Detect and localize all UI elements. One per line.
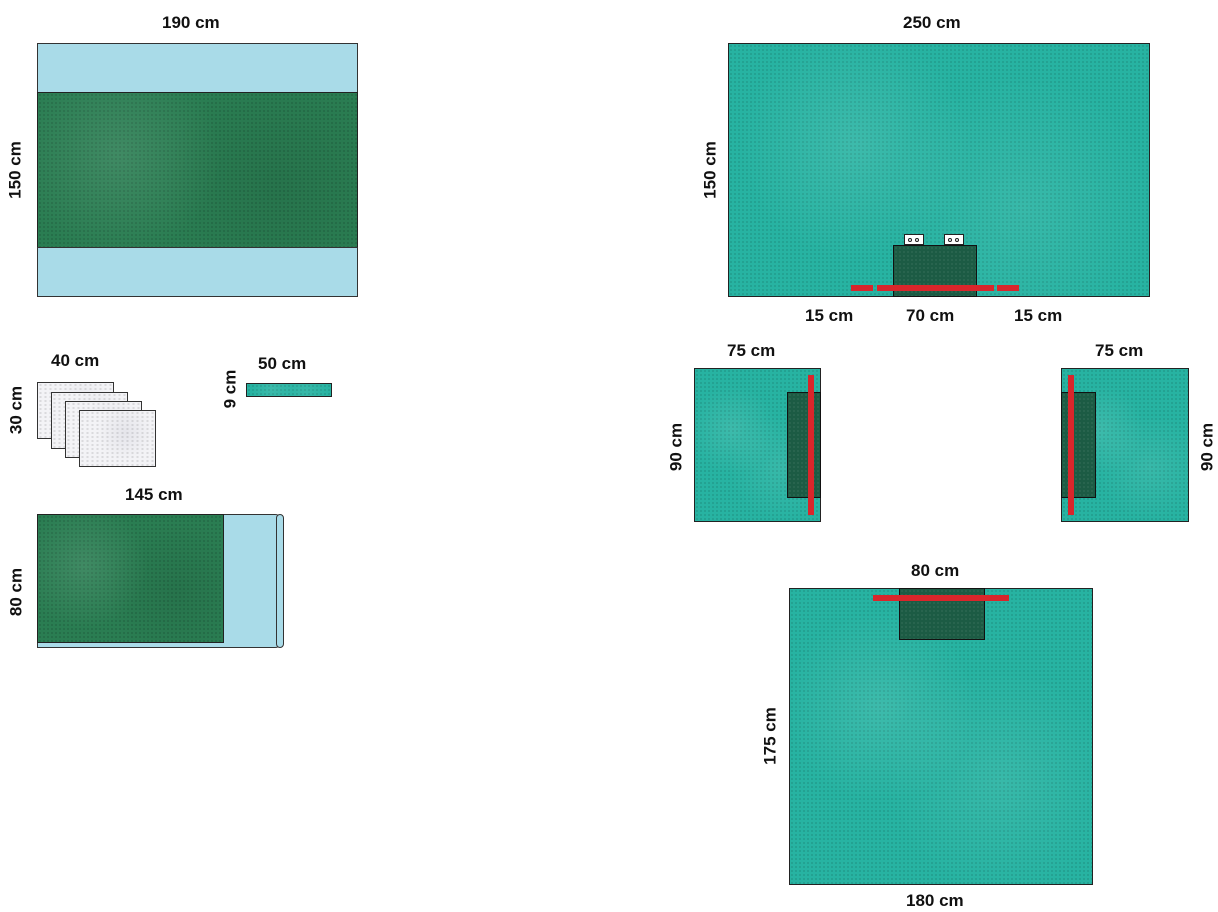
tube-holder-left-icon <box>904 234 924 245</box>
sheet-width-label: 190 cm <box>162 13 220 32</box>
bottom-drape-width-label: 180 cm <box>906 891 964 910</box>
towel-width-label: 40 cm <box>51 351 100 370</box>
bottom-drape-top-width-label: 80 cm <box>911 561 960 580</box>
adhesive-tape-middle <box>877 285 994 291</box>
side-drape-right-width-label: 75 cm <box>1095 341 1144 360</box>
large-drape <box>728 43 1150 297</box>
bottom-drape-height-label: 175 cm <box>760 707 780 765</box>
side-drape-left-tape <box>808 375 814 515</box>
side-drape-left-reinforcement <box>787 392 821 498</box>
sheet-height-label: 150 cm <box>5 141 25 199</box>
tube-holder-right-icon <box>944 234 964 245</box>
table-cover-absorbent-area <box>37 514 224 643</box>
sheet-absorbent-area <box>37 92 358 248</box>
towel-4 <box>79 410 156 467</box>
side-drape-left-height-label: 90 cm <box>666 422 686 472</box>
tape-middle-label: 70 cm <box>906 306 955 325</box>
large-drape-height-label: 150 cm <box>700 141 720 199</box>
adhesive-tape-right <box>997 285 1019 291</box>
tape-width-label: 50 cm <box>258 354 307 373</box>
table-cover-height-label: 80 cm <box>6 567 26 617</box>
large-drape-width-label: 250 cm <box>903 13 961 32</box>
tape-right-label: 15 cm <box>1014 306 1063 325</box>
table-cover-width-label: 145 cm <box>125 485 183 504</box>
tape-strip <box>246 383 332 397</box>
tape-left-label: 15 cm <box>805 306 854 325</box>
tape-height-label: 9 cm <box>220 369 240 409</box>
sheet-top-film <box>37 43 358 93</box>
table-cover-roll-edge <box>276 514 284 648</box>
adhesive-tape-left <box>851 285 873 291</box>
side-drape-right-reinforcement <box>1061 392 1096 498</box>
sheet-bottom-film <box>37 247 358 297</box>
side-drape-right-tape <box>1068 375 1074 515</box>
towel-height-label: 30 cm <box>6 385 26 435</box>
side-drape-left-width-label: 75 cm <box>727 341 776 360</box>
side-drape-right-height-label: 90 cm <box>1197 422 1217 472</box>
bottom-drape-tape <box>873 595 1009 601</box>
